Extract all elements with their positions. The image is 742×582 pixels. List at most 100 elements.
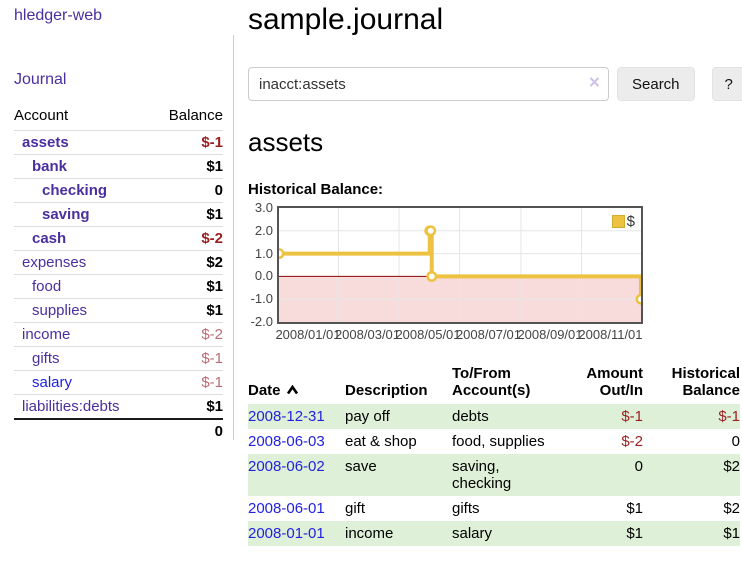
search-button[interactable]: Search: [617, 67, 695, 101]
account-balance: $1: [152, 274, 223, 299]
tx-date-link[interactable]: 2008-01-01: [248, 525, 325, 542]
account-name-cell: bank: [14, 154, 153, 179]
tx-amount: $-1: [621, 408, 643, 425]
chart-x-axis-labels: 2008/01/01 2008/03/01 2008/05/01 2008/07/01…: [275, 324, 742, 344]
transaction-row: 2008-06-02 save saving, checking 0 $2: [248, 454, 740, 496]
account-row: supplies $1: [14, 298, 223, 323]
account-row: bank $1: [14, 154, 223, 179]
tx-accounts: food, supplies: [452, 433, 545, 450]
sidebar-item-journal[interactable]: Journal: [14, 71, 67, 88]
account-link-supplies[interactable]: supplies: [32, 302, 88, 319]
tx-date-cell: 2008-06-02: [248, 454, 345, 496]
y-axis-tick-label: -2.0: [250, 314, 273, 329]
accounts-header-row: Account Balance: [14, 104, 223, 131]
tx-date-cell: 2008-06-01: [248, 496, 345, 521]
tx-description: gift: [345, 500, 366, 517]
y-axis-tick-label: 0.0: [254, 268, 273, 284]
account-name-cell: checking: [14, 178, 153, 203]
tx-header-date[interactable]: Date: [248, 363, 345, 404]
x-axis-tick-label: 2008/05/01: [395, 327, 461, 342]
tx-date-link[interactable]: 2008-12-31: [248, 408, 325, 425]
accounts-total-balance: 0: [152, 418, 223, 443]
account-row: food $1: [14, 274, 223, 299]
account-link-income[interactable]: income: [22, 326, 71, 343]
tx-balance: 0: [731, 433, 740, 450]
chart-legend: $: [611, 213, 635, 230]
tx-date-link[interactable]: 2008-06-02: [248, 458, 325, 475]
search-form: × Search ?: [248, 67, 742, 101]
tx-header-text: Balance: [682, 382, 740, 399]
account-link-checking[interactable]: checking: [42, 182, 108, 199]
tx-header-text: To/From: [452, 365, 511, 382]
account-link-food[interactable]: food: [32, 278, 62, 295]
clear-search-icon[interactable]: ×: [588, 72, 600, 94]
account-balance: $-2: [152, 226, 223, 251]
chart-title: Historical Balance:: [248, 181, 384, 198]
balance-chart: 3.0 2.0 1.0 0.0 -1.0 -2.0 $ 2008/01/01 2008/03…: [248, 200, 742, 344]
account-link-gifts[interactable]: gifts: [32, 350, 60, 367]
account-row: liabilities:debts $1: [14, 394, 223, 419]
tx-accounts: debts: [452, 408, 489, 425]
account-page-title: assets: [248, 127, 324, 157]
tx-header-label: Account(s): [452, 382, 566, 399]
account-balance: $2: [152, 250, 223, 275]
account-link-expenses[interactable]: expenses: [22, 254, 87, 271]
account-link-saving[interactable]: saving: [42, 206, 90, 223]
account-name-cell: income: [14, 322, 153, 347]
sort-ascending-icon[interactable]: [286, 384, 299, 395]
tx-header-text: Historical: [671, 365, 740, 382]
account-balance: $-1: [152, 370, 223, 395]
accounts-header-balance: Balance: [152, 104, 223, 131]
page-title: sample.journal: [248, 3, 444, 36]
app-brand-link[interactable]: hledger-web: [14, 7, 103, 24]
tx-header-historical: Historical Balance: [643, 363, 740, 404]
tx-description: eat & shop: [345, 433, 417, 450]
legend-series-label: $: [626, 213, 635, 230]
account-row: salary $-1: [14, 370, 223, 395]
account-link-assets[interactable]: assets: [22, 134, 69, 151]
transactions-table: Date Description To/From Account(s) Amount Ou…: [248, 363, 740, 546]
account-balance: $1: [152, 154, 223, 179]
tx-balance: $2: [723, 500, 740, 517]
account-link-bank[interactable]: bank: [32, 158, 68, 175]
account-link-cash[interactable]: cash: [32, 230, 67, 247]
tx-header-amount: Amount Out/In: [566, 363, 643, 404]
transactions-header-row: Date Description To/From Account(s) Amount Ou…: [248, 363, 740, 404]
help-button[interactable]: ?: [711, 67, 742, 101]
search-input[interactable]: [248, 67, 609, 101]
tx-date-link[interactable]: 2008-06-03: [248, 433, 325, 450]
account-name-cell: liabilities:debts: [14, 394, 153, 419]
account-row: checking 0: [14, 178, 223, 203]
tx-header-label: Amount: [566, 365, 643, 382]
accounts-table-body: assets $-1 bank $1 checking 0 saving $1 cash $-2 e…: [14, 131, 223, 419]
x-axis-tick-label: 2008/03/01: [334, 327, 401, 342]
transaction-row: 2008-12-31 pay off debts $-1 $-1: [248, 404, 740, 429]
account-name-cell: cash: [14, 226, 153, 251]
x-axis-tick-label: 2008/11/01: [578, 327, 643, 342]
tx-date-link[interactable]: 2008-06-01: [248, 500, 325, 517]
tx-accounts: gifts: [452, 500, 480, 517]
x-axis-tick-label: 2008/01/01: [275, 327, 341, 342]
sidebar: hledger-web Journal Account Balance asse…: [14, 0, 223, 443]
tx-header-text[interactable]: Date: [248, 382, 281, 399]
tx-balance: $-1: [718, 408, 740, 425]
search-input-wrapper: ×: [248, 67, 609, 101]
account-row: assets $-1: [14, 131, 223, 155]
x-axis-tick-label: 2008/09/01: [517, 327, 583, 342]
tx-description: income: [345, 525, 394, 542]
account-balance: $1: [152, 394, 223, 419]
data-point-marker: [279, 248, 285, 260]
main-content: sample.journal × Search ? assets Histori…: [248, 0, 742, 546]
account-link-liabilities-debts[interactable]: liabilities:debts: [22, 398, 120, 415]
transactions-body: 2008-12-31 pay off debts $-1 $-1 2008-06-03 ea…: [248, 404, 740, 546]
account-row: cash $-2: [14, 226, 223, 251]
account-link-salary[interactable]: salary: [32, 374, 73, 391]
tx-date-cell: 2008-12-31: [248, 404, 345, 429]
accounts-total-spacer: [14, 418, 153, 443]
tx-header-label: Historical: [643, 365, 740, 382]
account-row: income $-2: [14, 322, 223, 347]
tx-accounts: salary: [452, 525, 493, 542]
account-balance: $1: [152, 298, 223, 323]
data-point-marker: [425, 225, 437, 237]
tx-date-cell: 2008-06-03: [248, 429, 345, 454]
